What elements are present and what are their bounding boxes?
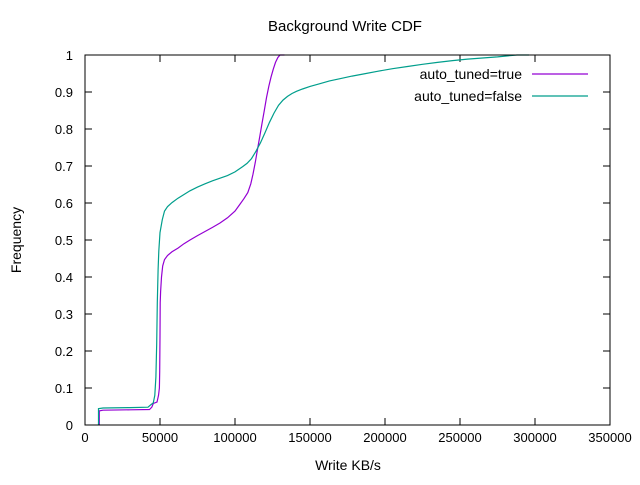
plot-area: 0 50000 100000 150000 200000 250000 300000 3500… [55,48,632,445]
y-tick-label: 0.5 [55,233,73,248]
x-tick-label: 300000 [513,430,556,445]
x-tick-label: 50000 [142,430,178,445]
y-tick-label: 0.4 [55,270,73,285]
y-axis-label: Frequency [8,207,24,273]
x-tick-label: 250000 [438,430,481,445]
series-line-auto-tuned-true [98,54,285,425]
series-line-auto-tuned-false [97,54,529,425]
x-tick-label: 350000 [588,430,631,445]
legend: auto_tuned=true auto_tuned=false [414,66,588,104]
plot-border [84,54,611,426]
x-tick-label: 0 [81,430,88,445]
y-tick-label: 0.6 [55,196,73,211]
legend-label-auto-tuned-true: auto_tuned=true [420,66,523,82]
chart-title: Background Write CDF [268,18,422,35]
y-tick-label: 0.8 [55,122,73,137]
x-tick-label: 200000 [363,430,406,445]
legend-label-auto-tuned-false: auto_tuned=false [414,88,522,104]
x-axis-label: Write KB/s [315,457,381,473]
y-tick-label: 0.9 [55,85,73,100]
y-tick-label: 1 [66,48,73,63]
x-tick-label: 100000 [213,430,256,445]
y-tick-label: 0.2 [55,344,73,359]
y-tick-label: 0.7 [55,159,73,174]
x-tick-label: 150000 [288,430,331,445]
y-tick-label: 0.3 [55,307,73,322]
y-tick-label: 0 [66,418,73,433]
y-tick-label: 0.1 [55,381,73,396]
